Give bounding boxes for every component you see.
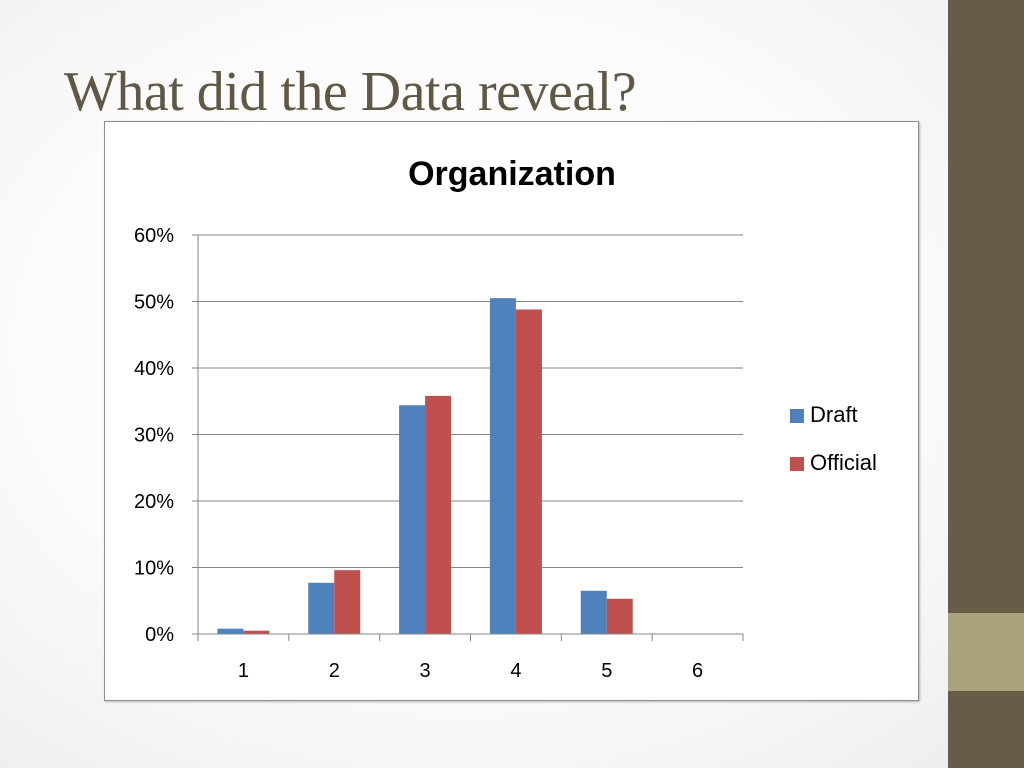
- x-tick-label: 6: [692, 660, 703, 682]
- bar-draft-1: [217, 628, 244, 634]
- chart-container: Organization 0% 10% 20% 30% 40% 50% 60% 1 2 3 4 5 6 Dr…: [104, 121, 919, 701]
- bar-draft-3: [399, 405, 426, 634]
- bar-official-4: [515, 309, 542, 634]
- sidebar-accent-block: [948, 613, 1024, 691]
- y-tick-label: 30%: [134, 425, 174, 447]
- y-tick-label: 50%: [134, 292, 174, 314]
- legend-label-official: Official: [810, 450, 877, 475]
- y-tick-label: 40%: [134, 358, 174, 380]
- bar-draft-4: [489, 298, 516, 634]
- slide-title: What did the Data reveal?: [64, 61, 637, 123]
- bar-official-1: [243, 630, 270, 634]
- x-tick-label: 4: [510, 660, 521, 682]
- y-tick-label: 20%: [134, 491, 174, 513]
- bar-official-5: [606, 598, 633, 634]
- bar-official-3: [425, 395, 452, 634]
- x-tick-label: 5: [601, 660, 612, 682]
- chart-title: Organization: [408, 155, 616, 193]
- bar-draft-2: [308, 582, 335, 634]
- x-tick-label: 3: [420, 660, 431, 682]
- legend-swatch-official: [790, 457, 804, 471]
- bar-draft-5: [580, 590, 607, 634]
- legend-label-draft: Draft: [810, 402, 858, 427]
- x-tick-label: 2: [329, 660, 340, 682]
- y-tick-label: 10%: [134, 558, 174, 580]
- bar-chart: Organization 0% 10% 20% 30% 40% 50% 60% 1 2 3 4 5 6 Dr…: [134, 155, 877, 682]
- y-tick-label: 60%: [134, 225, 174, 247]
- bar-official-2: [334, 570, 361, 634]
- x-tick-label: 1: [238, 660, 249, 682]
- legend-swatch-draft: [790, 409, 804, 423]
- y-tick-label: 0%: [145, 624, 174, 646]
